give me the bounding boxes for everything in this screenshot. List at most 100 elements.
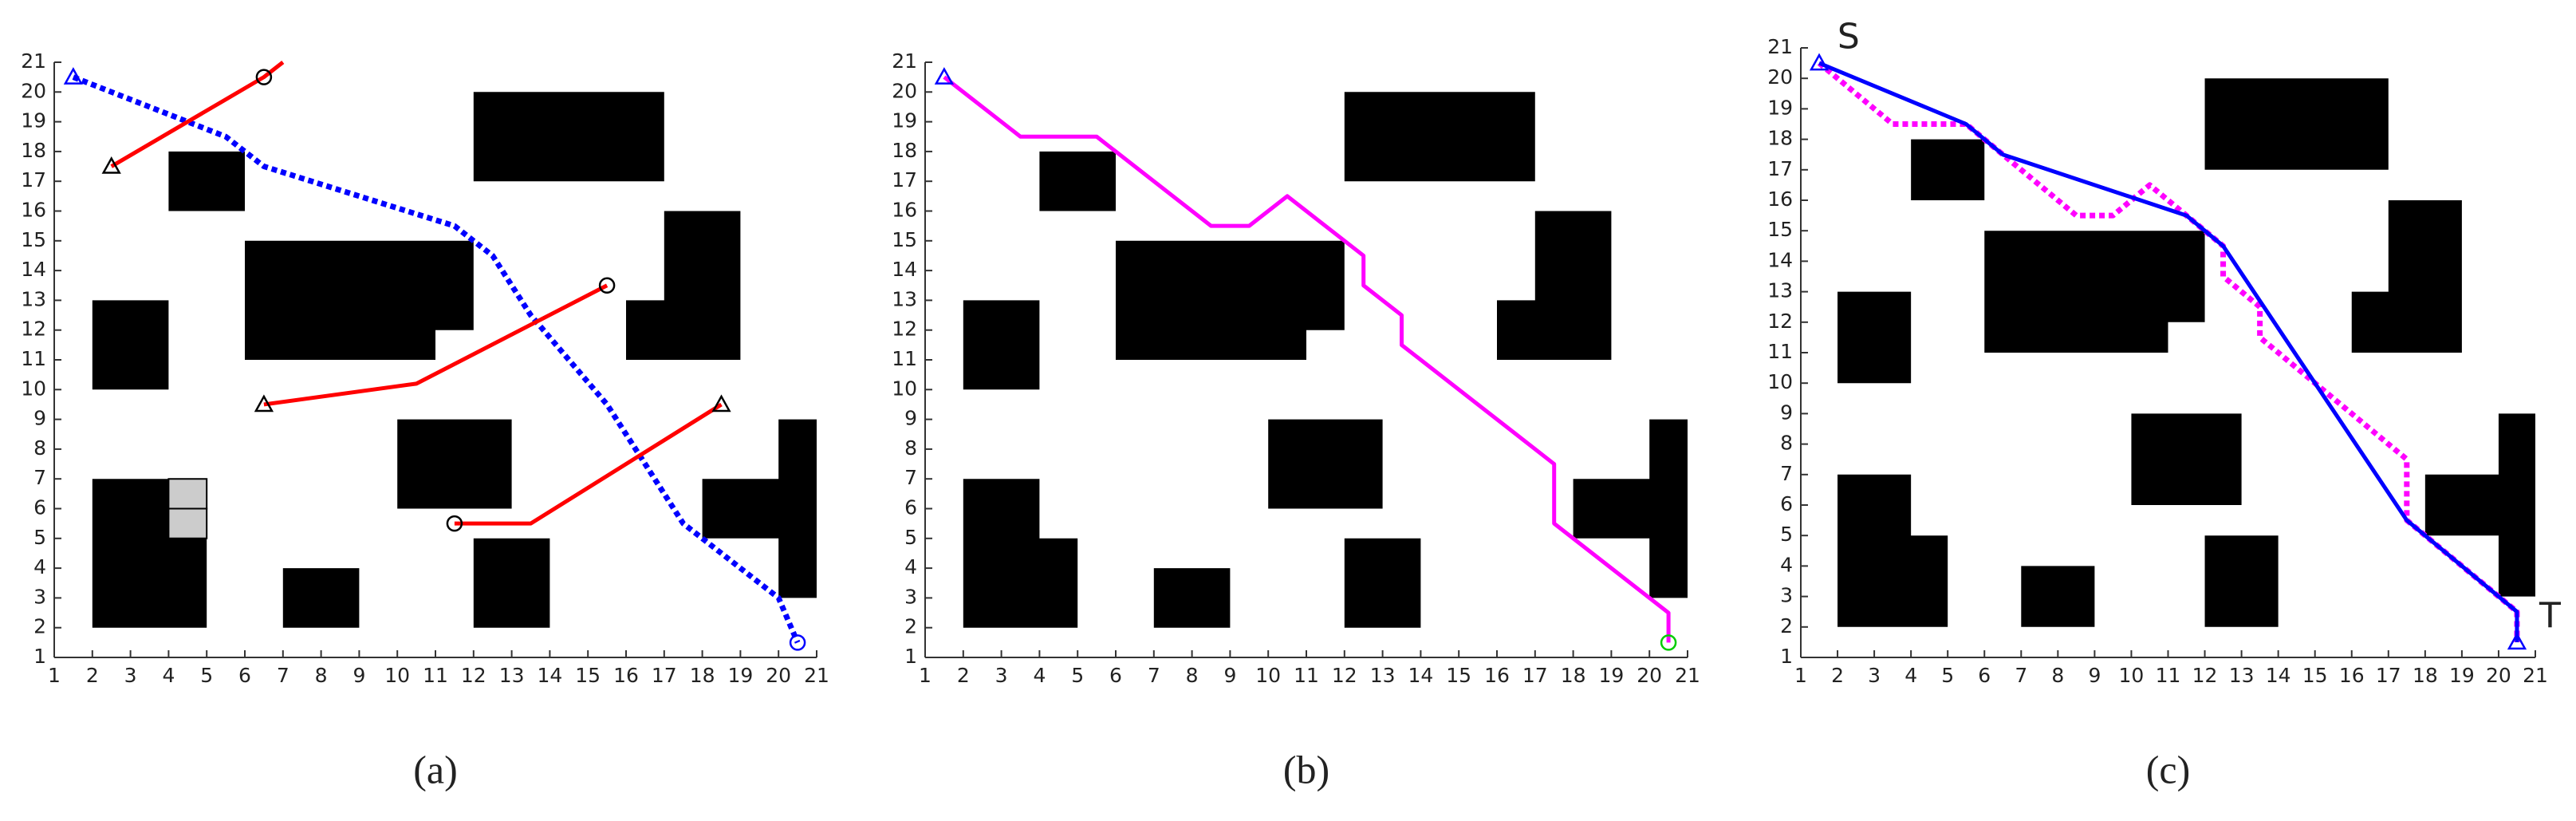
x-tick-label: 9 bbox=[2088, 664, 2101, 687]
y-tick-label: 9 bbox=[904, 407, 917, 430]
y-tick-label: 21 bbox=[1767, 35, 1793, 58]
circle-marker bbox=[789, 634, 806, 651]
caption: (a) bbox=[413, 747, 458, 791]
x-tick-label: 16 bbox=[2339, 664, 2365, 687]
x-tick-label: 5 bbox=[1071, 664, 1084, 687]
obstacle bbox=[963, 479, 1078, 628]
obstacle bbox=[245, 240, 474, 360]
circle-marker bbox=[1660, 634, 1677, 651]
y-tick-label: 17 bbox=[892, 168, 917, 191]
x-tick-label: 13 bbox=[499, 664, 525, 687]
obstacle bbox=[1344, 538, 1421, 628]
x-tick-label: 7 bbox=[1148, 664, 1160, 687]
y-tick-label: 20 bbox=[1767, 65, 1793, 89]
y-tick-label: 15 bbox=[892, 228, 917, 251]
y-tick-label: 19 bbox=[21, 109, 46, 132]
obstacle bbox=[1268, 419, 1383, 509]
x-tick-label: 19 bbox=[1598, 664, 1624, 687]
y-tick-label: 5 bbox=[904, 526, 917, 549]
panel: 1 2 3 4 5 6 7 8 9 10 11 12 13 14 15 16 17 18 19 20 211234567… bbox=[21, 49, 829, 791]
x-tick-label: 18 bbox=[1561, 664, 1586, 687]
obstacle bbox=[167, 507, 208, 539]
y-tick-label: 3 bbox=[33, 585, 46, 608]
obstacle bbox=[2204, 535, 2279, 627]
y-tick-label: 9 bbox=[1780, 401, 1793, 424]
obstacle bbox=[473, 538, 550, 628]
y-tick-label: 10 bbox=[21, 377, 46, 400]
x-tick-label: 14 bbox=[1408, 664, 1433, 687]
x-tick-label: 14 bbox=[537, 664, 562, 687]
x-tick-label: 12 bbox=[461, 664, 486, 687]
x-tick-label: 20 bbox=[2486, 664, 2511, 687]
obstacle bbox=[2131, 413, 2242, 505]
x-tick-label: 1 bbox=[919, 664, 932, 687]
y-tick-label: 8 bbox=[904, 436, 917, 460]
panel: 1 2 3 4 5 6 7 8 9 10 11 12 13 14 15 16 17 18 19 20 211234567… bbox=[1767, 17, 2561, 792]
y-tick-label: 17 bbox=[1767, 157, 1793, 180]
obstacle bbox=[1573, 419, 1688, 598]
x-tick-label: 17 bbox=[2376, 664, 2401, 687]
x-tick-label: 11 bbox=[2156, 664, 2181, 687]
x-tick-label: 5 bbox=[200, 664, 213, 687]
x-tick-label: 8 bbox=[1186, 664, 1199, 687]
y-tick-label: 14 bbox=[1767, 248, 1793, 271]
y-tick-label: 4 bbox=[33, 555, 46, 578]
y-tick-label: 21 bbox=[892, 49, 917, 73]
x-tick-label: 12 bbox=[2192, 664, 2218, 687]
y-tick-label: 1 bbox=[904, 645, 917, 668]
obstacle bbox=[397, 419, 512, 509]
y-tick-label: 10 bbox=[892, 377, 917, 400]
triangle-marker bbox=[101, 156, 121, 174]
y-tick-label: 4 bbox=[904, 555, 917, 578]
obstacle bbox=[1116, 240, 1345, 360]
x-tick-label: 5 bbox=[1941, 664, 1954, 687]
x-tick-label: 3 bbox=[1868, 664, 1881, 687]
circle-marker bbox=[255, 69, 273, 85]
y-tick-label: 19 bbox=[1767, 96, 1793, 119]
x-tick-label: 15 bbox=[2302, 664, 2328, 687]
triangle-marker bbox=[63, 67, 84, 85]
x-tick-label: 20 bbox=[1637, 664, 1662, 687]
x-tick-label: 13 bbox=[1370, 664, 1396, 687]
x-tick-label: 1 bbox=[1794, 664, 1807, 687]
x-tick-label: 16 bbox=[1484, 664, 1510, 687]
obstacle bbox=[1497, 211, 1612, 360]
y-tick-label: 16 bbox=[1767, 187, 1793, 211]
x-tick-label: 7 bbox=[2015, 664, 2027, 687]
x-tick-label: 9 bbox=[1223, 664, 1236, 687]
obstacle bbox=[167, 478, 208, 510]
triangle-marker bbox=[711, 394, 731, 412]
obstacle bbox=[963, 300, 1040, 390]
y-tick-label: 11 bbox=[21, 347, 46, 370]
y-tick-label: 7 bbox=[33, 466, 46, 489]
obstacle bbox=[1911, 139, 1985, 200]
x-tick-label: 15 bbox=[575, 664, 601, 687]
x-tick-label: 8 bbox=[2051, 664, 2064, 687]
x-tick-label: 17 bbox=[1522, 664, 1548, 687]
x-tick-label: 18 bbox=[690, 664, 715, 687]
y-tick-label: 21 bbox=[21, 49, 46, 73]
annotation: T bbox=[2539, 595, 2561, 636]
x-tick-label: 11 bbox=[423, 664, 448, 687]
y-tick-label: 1 bbox=[33, 645, 46, 668]
x-tick-label: 11 bbox=[1294, 664, 1319, 687]
y-tick-label: 20 bbox=[21, 79, 46, 102]
y-tick-label: 12 bbox=[892, 318, 917, 341]
x-tick-label: 18 bbox=[2413, 664, 2438, 687]
obstacle bbox=[473, 92, 664, 182]
obstacle bbox=[1837, 474, 1948, 627]
obstacle bbox=[626, 211, 741, 360]
y-tick-label: 7 bbox=[1780, 462, 1793, 485]
obstacle bbox=[1153, 568, 1231, 628]
triangle-marker bbox=[1809, 53, 1830, 71]
obstacle bbox=[2424, 413, 2535, 597]
path-line bbox=[1818, 61, 2519, 642]
triangle-marker bbox=[254, 394, 274, 412]
x-tick-label: 6 bbox=[1978, 664, 1991, 687]
path-line bbox=[943, 75, 1671, 643]
y-tick-label: 17 bbox=[21, 168, 46, 191]
y-tick-label: 1 bbox=[1780, 645, 1793, 668]
x-tick-label: 4 bbox=[162, 664, 175, 687]
y-tick-label: 4 bbox=[1780, 553, 1793, 576]
